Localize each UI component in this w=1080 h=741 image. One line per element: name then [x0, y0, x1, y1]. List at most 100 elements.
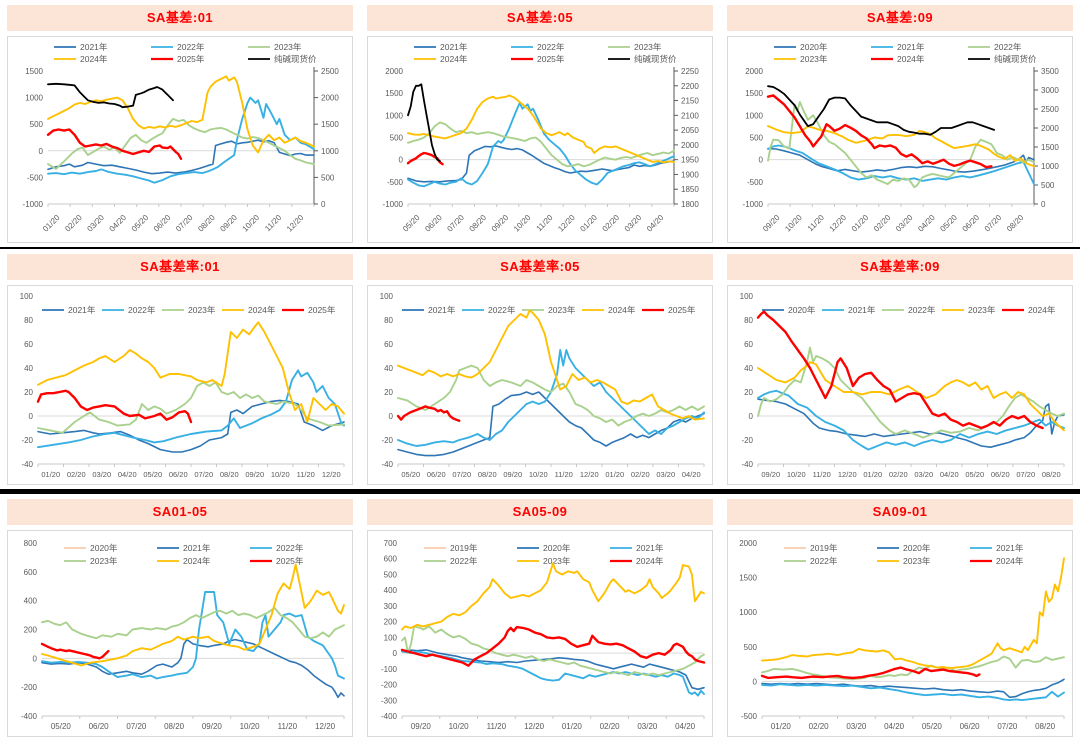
right-axis-label: 1950 — [681, 156, 699, 165]
x-axis-label: 10/20 — [271, 470, 290, 479]
chart-panel-sa05-09: SA05-09 700 600 500 400 300 200 100 0 -100 -200 -3… — [360, 494, 720, 741]
series-line-2021年 — [401, 650, 705, 697]
x-axis-label: 11/20 — [813, 470, 831, 479]
y-axis-label: 20 — [384, 388, 393, 397]
x-axis-label: 01/20 — [41, 213, 62, 234]
chart-area: 100 80 60 40 20 0 -20 -40 05/20 06/20 07/20 08/20 09… — [367, 285, 713, 485]
legend-label: 2019年 — [450, 543, 478, 553]
legend-label: 2023年 — [903, 556, 931, 566]
series-line-2020年 — [767, 147, 1035, 173]
right-axis-label: 1000 — [1041, 162, 1059, 171]
series-line-2021年 — [47, 139, 315, 175]
x-axis-label: 05/20 — [922, 722, 943, 731]
x-axis-label: 11/20 — [263, 213, 283, 233]
chart-title: SA基差:09 — [727, 5, 1073, 31]
legend-label: 2022年 — [450, 556, 478, 566]
legend-label: 2025年 — [308, 305, 336, 315]
legend-label: 2023年 — [90, 556, 118, 566]
series-line-2023年 — [397, 364, 705, 427]
y-axis-label: 500 — [384, 570, 398, 579]
right-axis-label: 1900 — [681, 170, 699, 179]
x-axis-label: 07/20 — [1016, 470, 1035, 479]
y-axis-label: -20 — [21, 436, 33, 445]
y-axis-label: 800 — [24, 539, 38, 548]
series-line-2022年 — [37, 369, 345, 449]
series-line-2021年 — [767, 144, 1035, 186]
y-axis-label: 40 — [384, 364, 393, 373]
right-axis-label: 1850 — [681, 185, 699, 194]
y-axis-label: 0 — [749, 412, 754, 421]
x-axis-label: 01/20 — [771, 722, 792, 731]
legend-label: 2024年 — [248, 305, 276, 315]
x-axis-label: 05/20 — [401, 213, 422, 234]
y-axis-label: -200 — [381, 681, 398, 690]
y-axis-label: -500 — [741, 712, 758, 721]
x-axis-label: 07/20 — [126, 722, 147, 731]
x-axis-label: 02/20 — [601, 213, 622, 234]
legend-label: 2020年 — [788, 305, 816, 315]
legend-label: 2022年 — [810, 556, 838, 566]
chart-row-3: SA01-05 800 600 400 200 0 -200 -400 05/20 06/20 0… — [0, 494, 1080, 741]
chart-title: SA01-05 — [7, 499, 353, 525]
x-axis-label: 07/20 — [174, 213, 195, 234]
y-axis-label: 80 — [744, 316, 753, 325]
x-axis-label: 06/20 — [152, 213, 173, 234]
legend-label: 2025年 — [276, 556, 304, 566]
y-axis-label: 0 — [759, 156, 764, 165]
x-axis-label: 08/20 — [196, 213, 217, 234]
series-line-2022年 — [761, 655, 1065, 681]
x-axis-label: 11/20 — [806, 213, 826, 233]
y-axis-label: 2000 — [385, 67, 403, 76]
y-axis-label: -100 — [381, 665, 398, 674]
x-axis-label: 10/20 — [512, 213, 533, 234]
chart-canvas: 2000 1500 1000 500 0 -500 01/20 02/20 03/20 04/20… — [739, 539, 1065, 731]
x-axis-label: 06/20 — [169, 470, 188, 479]
y-axis-label: 80 — [24, 316, 33, 325]
legend-label: 2022年 — [537, 42, 565, 52]
x-axis-label: 03/20 — [623, 213, 644, 234]
x-axis-label: 06/20 — [960, 722, 981, 731]
chart-area: 2000 1500 1000 500 0 -500 -1000 3500 3000 2500 200… — [727, 36, 1073, 243]
series-line-2024年 — [37, 321, 345, 423]
series-line-纯碱现货价 — [47, 82, 174, 109]
x-axis-label: 06/20 — [427, 470, 446, 479]
series-line-2023年 — [757, 361, 1065, 432]
x-axis-label: 01/20 — [578, 213, 599, 234]
series-line-2023年 — [767, 125, 1035, 168]
chart-panel-sa-basis-01: SA基差:01 1500 1000 500 0 -500 -1000 2500 2000 150… — [0, 0, 360, 247]
x-axis-label: 07/20 — [983, 213, 1004, 234]
x-axis-label: 07/20 — [194, 470, 213, 479]
series-line-2022年 — [47, 96, 315, 184]
x-axis-label: 09/20 — [761, 213, 782, 234]
x-axis-label: 09/20 — [218, 213, 239, 234]
x-axis-label: 03/20 — [894, 213, 915, 234]
y-axis-label: -500 — [747, 178, 764, 187]
x-axis-label: 09/20 — [202, 722, 223, 731]
series-line-2020年 — [401, 649, 705, 691]
y-axis-label: -40 — [21, 460, 33, 469]
legend-label: 2023年 — [968, 305, 996, 315]
y-axis-label: 0 — [399, 156, 404, 165]
series-line-2021年 — [397, 391, 705, 457]
y-axis-label: -400 — [381, 712, 398, 721]
right-axis-label: 0 — [1041, 200, 1046, 209]
x-axis-label: 02/20 — [809, 722, 830, 731]
x-axis-label: 11/20 — [297, 470, 315, 479]
series-line-2024年 — [766, 94, 993, 169]
y-axis-label: 500 — [750, 134, 764, 143]
right-axis-label: 2200 — [681, 82, 699, 91]
x-axis-label: 04/20 — [884, 722, 905, 731]
y-axis-label: 0 — [753, 677, 758, 686]
right-axis-label: 0 — [321, 200, 326, 209]
x-axis-label: 09/20 — [245, 470, 264, 479]
legend-label: 2022年 — [128, 305, 156, 315]
series-line-2023年 — [47, 117, 315, 170]
right-axis-label: 2050 — [681, 126, 699, 135]
legend-label: 2022年 — [488, 305, 516, 315]
y-axis-label: 2000 — [739, 539, 757, 548]
legend-label: 2021年 — [80, 42, 108, 52]
y-axis-label: 40 — [24, 364, 33, 373]
x-axis-label: 08/20 — [220, 470, 239, 479]
series-line-2021年 — [757, 389, 1065, 451]
